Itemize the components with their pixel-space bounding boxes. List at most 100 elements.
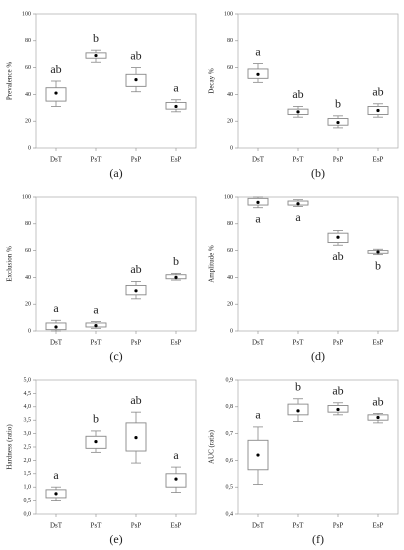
- y-tick-label: 40: [227, 275, 233, 281]
- y-tick-label: 40: [227, 92, 233, 98]
- mean-point: [376, 108, 380, 113]
- y-tick-label: 20: [227, 302, 233, 308]
- significance-letter: ab: [372, 394, 383, 408]
- mean-point: [336, 235, 340, 239]
- y-tick-label: 4,5: [24, 391, 32, 397]
- significance-letter: b: [375, 258, 381, 272]
- x-tick-label: DsT: [252, 522, 265, 530]
- mean-point: [296, 409, 300, 413]
- x-tick-label: PsT: [91, 156, 103, 164]
- x-tick-label: PsT: [293, 522, 305, 530]
- mean-point: [94, 53, 98, 58]
- significance-letter: a: [255, 408, 261, 422]
- mean-point: [376, 250, 380, 254]
- significance-letter: a: [93, 302, 99, 316]
- y-tick-label: 0,9: [226, 377, 234, 383]
- x-tick-label: DsT: [50, 156, 63, 164]
- significance-letter: ab: [50, 62, 61, 76]
- y-tick-label: 20: [227, 119, 233, 125]
- y-tick-label: 80: [227, 221, 233, 227]
- mean-point: [256, 453, 260, 457]
- x-tick-label: PsP: [333, 522, 344, 530]
- mean-point: [54, 492, 58, 496]
- significance-letter: ab: [130, 393, 141, 407]
- panel-label: (b): [311, 166, 325, 180]
- y-tick-label: 80: [227, 38, 233, 44]
- significance-letter: ab: [292, 87, 303, 101]
- y-tick-label: 3,0: [24, 431, 32, 437]
- significance-letter: ab: [332, 249, 343, 263]
- x-tick-label: DsT: [252, 339, 265, 347]
- x-tick-label: PsT: [293, 156, 305, 164]
- y-tick-label: 60: [227, 248, 233, 254]
- panel-label: (e): [109, 532, 122, 546]
- y-tick-label: 80: [25, 38, 31, 44]
- x-tick-label: PsP: [131, 522, 142, 530]
- panel-label: (c): [109, 349, 122, 363]
- y-tick-label: 0,0: [24, 511, 32, 517]
- y-tick-label: 2,5: [24, 444, 32, 450]
- x-tick-label: EsP: [171, 339, 182, 347]
- mean-point: [336, 120, 340, 125]
- y-tick-label: 2,0: [24, 458, 32, 464]
- y-tick-label: 100: [224, 11, 233, 17]
- y-tick-label: 80: [25, 221, 31, 227]
- mean-point: [134, 289, 138, 293]
- significance-letter: a: [255, 211, 261, 225]
- significance-letter: b: [93, 31, 99, 45]
- x-tick-label: PsP: [131, 156, 142, 164]
- y-tick-label: 1,5: [24, 471, 32, 477]
- y-tick-label: 0: [28, 328, 31, 334]
- x-tick-label: EsP: [373, 522, 384, 530]
- mean-point: [94, 440, 98, 444]
- significance-letter: a: [173, 448, 179, 462]
- y-tick-label: 20: [25, 119, 31, 125]
- mean-point: [336, 407, 340, 412]
- y-axis-label: Hardness (ratio): [6, 424, 14, 470]
- significance-letter: a: [53, 301, 59, 315]
- x-tick-label: EsP: [373, 339, 384, 347]
- y-axis-label: Amplitude %: [208, 245, 216, 283]
- plot-frame: [237, 196, 399, 332]
- y-tick-label: 1,0: [24, 485, 32, 491]
- mean-point: [174, 477, 178, 481]
- plot-frame: [237, 379, 399, 515]
- significance-letter: ab: [372, 85, 383, 99]
- x-tick-label: PsP: [333, 339, 344, 347]
- x-tick-label: DsT: [50, 522, 63, 530]
- plot-frame: [237, 13, 399, 149]
- plot-frame: [35, 13, 197, 149]
- significance-letter: a: [295, 210, 301, 224]
- y-tick-label: 5,0: [24, 377, 32, 383]
- significance-letter: a: [173, 81, 179, 95]
- y-axis-label: Exclusion %: [6, 246, 14, 282]
- significance-letter: ab: [130, 48, 141, 62]
- y-tick-label: 3,5: [24, 418, 32, 424]
- panel-label: (a): [109, 166, 122, 180]
- mean-point: [296, 202, 300, 206]
- y-tick-label: 100: [22, 194, 31, 200]
- mean-point: [174, 275, 178, 279]
- y-tick-label: 100: [22, 11, 31, 17]
- y-axis-label: Decay %: [208, 68, 216, 94]
- y-tick-label: 0: [230, 328, 233, 334]
- y-tick-label: 0,4: [226, 511, 234, 517]
- mean-point: [256, 72, 260, 76]
- significance-letter: b: [173, 254, 179, 268]
- y-tick-label: 60: [25, 248, 31, 254]
- mean-point: [54, 91, 58, 95]
- x-tick-label: EsP: [171, 522, 182, 530]
- mean-point: [174, 104, 178, 109]
- y-tick-label: 4,0: [24, 404, 32, 410]
- y-tick-label: 20: [25, 302, 31, 308]
- x-tick-label: PsP: [333, 156, 344, 164]
- significance-letter: ab: [130, 262, 141, 276]
- y-tick-label: 0: [28, 145, 31, 151]
- x-tick-label: PsT: [91, 339, 103, 347]
- y-tick-label: 40: [25, 92, 31, 98]
- x-tick-label: DsT: [252, 156, 265, 164]
- y-tick-label: 0,6: [226, 458, 234, 464]
- y-tick-label: 0,7: [226, 431, 234, 437]
- y-tick-label: 0,8: [226, 404, 234, 410]
